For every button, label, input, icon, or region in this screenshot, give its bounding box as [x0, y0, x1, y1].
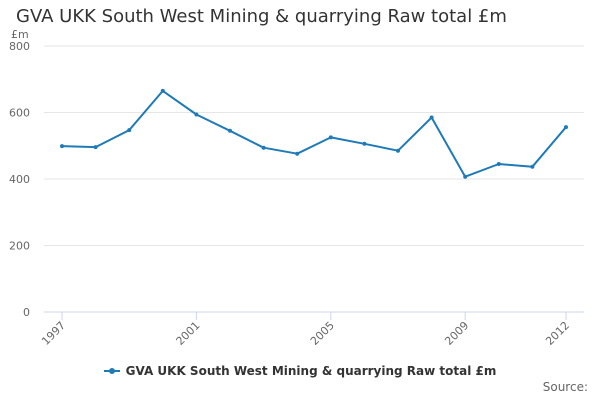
data-point[interactable]: [127, 128, 132, 133]
y-tick-label: 0: [23, 306, 30, 319]
series-layer: [60, 88, 568, 179]
data-point[interactable]: [496, 162, 501, 166]
data-point[interactable]: [93, 145, 98, 150]
source-label: Source:: [542, 380, 588, 394]
data-point[interactable]: [328, 135, 333, 140]
legend[interactable]: GVA UKK South West Mining & quarrying Ra…: [0, 364, 600, 378]
data-point[interactable]: [194, 112, 199, 117]
data-point[interactable]: [429, 115, 434, 120]
y-tick-label: 200: [9, 240, 30, 253]
y-tick-label: 800: [9, 40, 30, 53]
y-tick-label: 400: [9, 173, 30, 186]
y-axis-unit-label: £m: [11, 28, 29, 41]
legend-series-label: GVA UKK South West Mining & quarrying Ra…: [125, 364, 497, 378]
gridlines: [44, 45, 584, 246]
chart-title: GVA UKK South West Mining & quarrying Ra…: [16, 6, 507, 27]
x-tick-label: 2012: [543, 319, 572, 348]
data-point[interactable]: [396, 148, 400, 153]
data-point[interactable]: [160, 88, 165, 93]
series-line: [61, 89, 567, 178]
data-point[interactable]: [463, 174, 468, 179]
data-point[interactable]: [261, 145, 266, 150]
axes: 0 200 400 600 800 1997 2001 2005 2009 2012: [9, 40, 584, 348]
data-point[interactable]: [228, 128, 232, 133]
data-point[interactable]: [362, 141, 367, 146]
data-point[interactable]: [295, 151, 300, 156]
y-tick-label: 600: [9, 107, 30, 120]
data-point[interactable]: [60, 144, 64, 149]
x-tick-label: 2009: [442, 319, 471, 348]
x-tick-label: 2001: [174, 319, 203, 348]
data-point[interactable]: [564, 125, 568, 130]
data-point[interactable]: [530, 164, 535, 169]
x-tick-label: 1997: [39, 319, 68, 348]
legend-series-swatch: [103, 368, 120, 374]
x-tick-label: 2005: [308, 319, 337, 348]
